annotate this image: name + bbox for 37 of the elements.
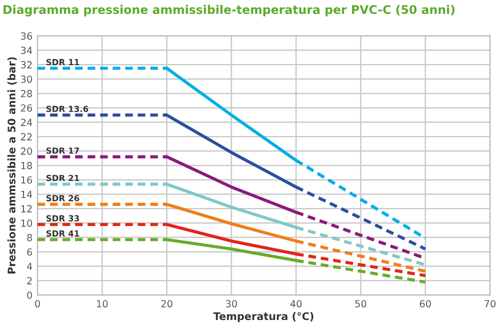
y-tick-label: 20 xyxy=(20,148,32,155)
x-axis-title: Temperatura (°C) xyxy=(213,312,314,322)
series-label: SDR 17 xyxy=(46,148,80,154)
y-tick-label: 2 xyxy=(27,277,32,284)
series-label: SDR 11 xyxy=(46,58,80,66)
y-tick-label: 4 xyxy=(26,262,32,270)
series-label: SDR 41 xyxy=(46,230,80,237)
y-axis-title: Pressione ammssibile a 50 anni (bar) xyxy=(7,57,17,274)
y-tick-label: 22 xyxy=(20,133,32,140)
x-tick-label: 70 xyxy=(484,300,496,308)
series-label: SDR 13.6 xyxy=(46,106,88,112)
y-tick-label: 24 xyxy=(20,118,32,126)
y-tick-label: 26 xyxy=(20,104,32,112)
y-tick-label: 30 xyxy=(21,76,32,83)
y-tick-label: 10 xyxy=(21,220,32,227)
chart-title: Diagramma pressione ammissibile-temperatura per PVC-C (50 anni) xyxy=(4,4,454,16)
y-tick-label: 36 xyxy=(21,32,32,40)
y-tick-label: 6 xyxy=(27,248,32,256)
y-tick-label: 8 xyxy=(27,234,32,242)
y-tick-label: 12 xyxy=(21,205,32,212)
x-tick-label: 40 xyxy=(290,300,302,308)
y-tick-label: 34 xyxy=(21,46,32,54)
y-tick-label: 28 xyxy=(20,90,32,98)
series-label: SDR 21 xyxy=(46,174,80,182)
x-tick-label: 20 xyxy=(161,300,172,308)
x-tick-label: 30 xyxy=(226,300,237,308)
series-label: SDR 33 xyxy=(46,215,80,222)
y-tick-label: 32 xyxy=(21,61,32,68)
y-tick-label: 14 xyxy=(21,190,32,198)
x-tick-label: 10 xyxy=(97,300,108,308)
x-tick-label: 0 xyxy=(35,300,40,308)
y-tick-label: 0 xyxy=(27,292,32,299)
series-label: SDR 26 xyxy=(46,195,80,202)
x-tick-label: 60 xyxy=(420,300,431,308)
y-tick-label: 16 xyxy=(21,176,32,184)
y-tick-label: 18 xyxy=(21,162,32,170)
x-tick-label: 50 xyxy=(355,300,366,308)
